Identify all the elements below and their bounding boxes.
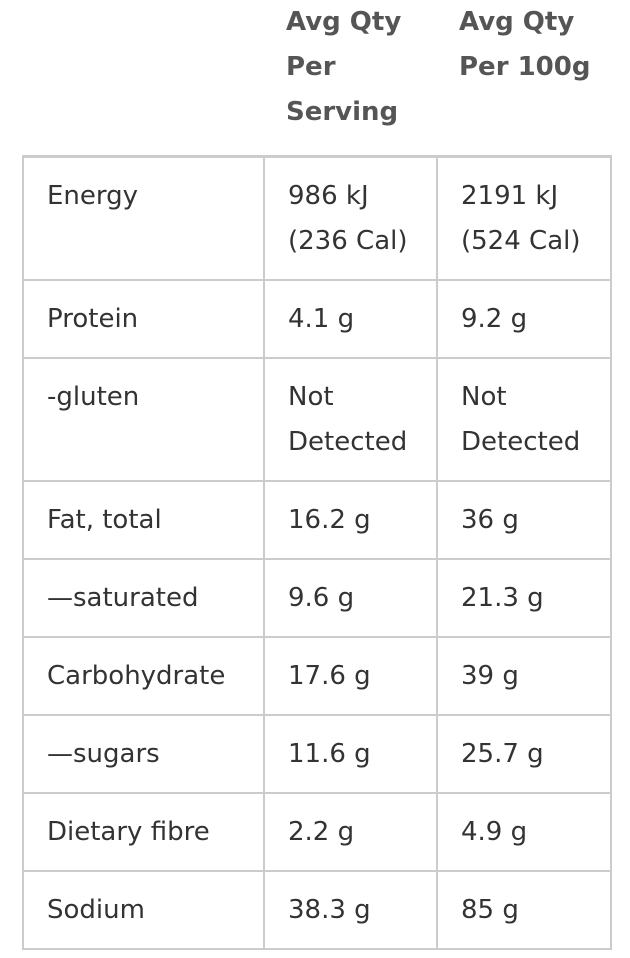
nutrient-name: Energy [22, 155, 265, 281]
nutrient-value: 4.9 g [436, 792, 612, 872]
nutrient-name: -gluten [22, 357, 265, 482]
nutrient-value: 2191 kJ (524 Cal) [436, 155, 612, 281]
nutrition-table: Avg Qty Per Serving Avg Qty Per 100g Ener… [22, 0, 612, 950]
nutrient-value: 4.1 g [263, 279, 438, 359]
nutrient-value: 986 kJ (236 Cal) [263, 155, 438, 281]
table-row: Carbohydrate 17.6 g 39 g [22, 636, 612, 716]
nutrient-name: Dietary fibre [22, 792, 265, 872]
nutrient-value: 39 g [436, 636, 612, 716]
header-row: Avg Qty Per Serving Avg Qty Per 100g [23, 0, 611, 157]
nutrient-value: 2.2 g [263, 792, 438, 872]
table-row: Sodium 38.3 g 85 g [22, 870, 612, 950]
nutrient-name: Carbohydrate [22, 636, 265, 716]
nutrient-name: —sugars [22, 714, 265, 794]
header-cell [23, 0, 264, 157]
nutrient-value: 11.6 g [263, 714, 438, 794]
table-row: Energy 986 kJ (236 Cal) 2191 kJ (524 Cal) [22, 155, 612, 281]
table-row: Fat, total 16.2 g 36 g [22, 480, 612, 560]
nutrient-value: Not Detected [436, 357, 612, 482]
table-row: -gluten Not Detected Not Detected [22, 357, 612, 482]
nutrient-value: 36 g [436, 480, 612, 560]
nutrient-value: 9.2 g [436, 279, 612, 359]
table-head: Avg Qty Per Serving Avg Qty Per 100g [23, 0, 611, 157]
nutrient-name: —saturated [22, 558, 265, 638]
nutrient-value: 17.6 g [263, 636, 438, 716]
nutrient-value: 85 g [436, 870, 612, 950]
table-row: Dietary fibre 2.2 g 4.9 g [22, 792, 612, 872]
nutrient-name: Sodium [22, 870, 265, 950]
column-header: Avg Qty Per 100g [459, 7, 591, 82]
nutrient-value: 21.3 g [436, 558, 612, 638]
nutrient-value: Not Detected [263, 357, 438, 482]
table-body: Energy 986 kJ (236 Cal) 2191 kJ (524 Cal) P… [22, 155, 612, 950]
table-row: Protein 4.1 g 9.2 g [22, 279, 612, 359]
nutrient-name: Protein [22, 279, 265, 359]
table-row: —saturated 9.6 g 21.3 g [22, 558, 612, 638]
nutrient-value: 38.3 g [263, 870, 438, 950]
nutrient-value: 16.2 g [263, 480, 438, 560]
table-row: —sugars 11.6 g 25.7 g [22, 714, 612, 794]
nutrient-name: Fat, total [22, 480, 265, 560]
nutrient-value: 25.7 g [436, 714, 612, 794]
column-header: Avg Qty Per Serving [286, 7, 402, 127]
nutrient-value: 9.6 g [263, 558, 438, 638]
